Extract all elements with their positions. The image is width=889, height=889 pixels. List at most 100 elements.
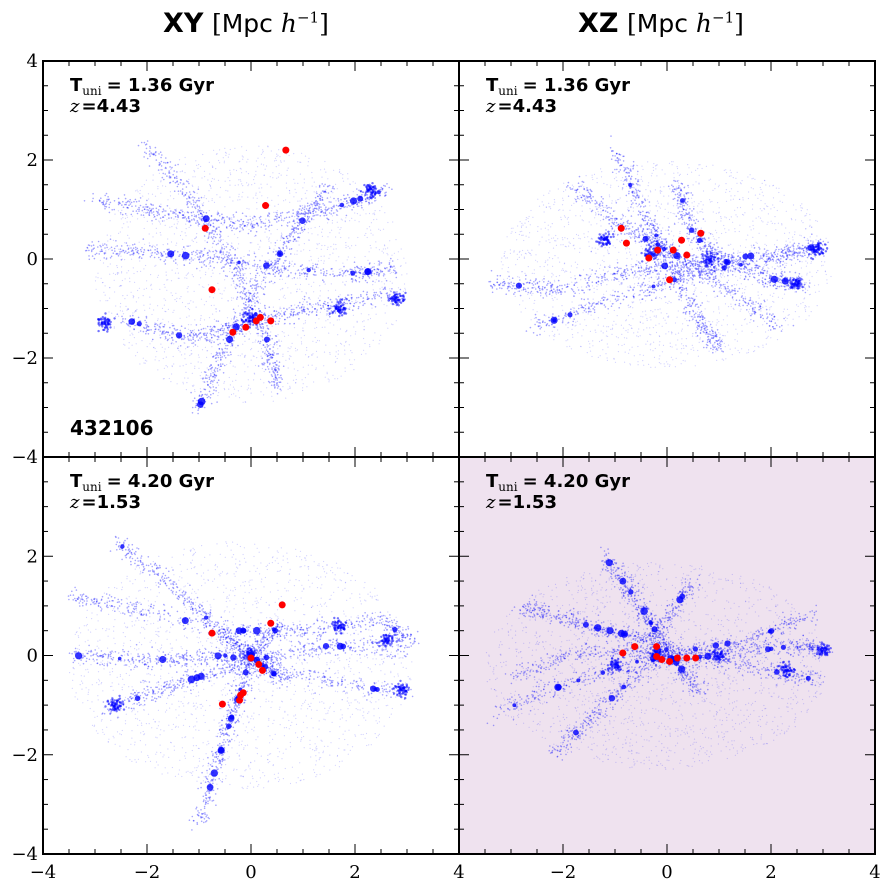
- time-label: T: [486, 75, 499, 96]
- time-value: = 1.36 Gyr: [107, 75, 215, 96]
- panel-frame: [458, 456, 876, 855]
- panel-background: [459, 457, 875, 854]
- tracked-halo-point-1: [617, 224, 625, 232]
- redshift-annotation: z =1.53: [485, 492, 557, 513]
- x-tick-label: −2: [134, 862, 161, 883]
- column-title-xy-math: h: [280, 9, 297, 38]
- y-tick-label: −2: [11, 745, 38, 766]
- tracked-halo-point-9: [267, 317, 275, 325]
- x-tick-label: 0: [661, 862, 672, 883]
- redshift-value: =1.53: [81, 492, 141, 513]
- column-title-xy-unit: Mpc: [221, 9, 273, 38]
- y-tick-label: 2: [27, 546, 38, 567]
- tracked-halo-point-5: [229, 328, 237, 336]
- y-tick-label: 0: [27, 646, 38, 667]
- time-subscript: uni: [82, 480, 101, 494]
- y-tick-label: 0: [27, 249, 38, 270]
- tracked-halo-point-1: [278, 601, 286, 609]
- time-subscript: uni: [498, 84, 517, 98]
- time-annotation: Tuni = 1.36 Gyr: [486, 75, 630, 98]
- time-subscript: uni: [498, 480, 517, 494]
- tracked-halo-point-3: [645, 254, 653, 262]
- column-title-xy: XY [Mpc h−1]: [163, 8, 329, 39]
- y-tick-label: 2: [27, 150, 38, 171]
- y-tick-label: 4: [27, 51, 38, 72]
- tracked-halo-point-2: [267, 619, 275, 627]
- tracked-halo-points: [201, 146, 290, 336]
- particle-cloud: [485, 546, 834, 770]
- redshift-value: =1.53: [497, 492, 557, 513]
- column-title-xy-bold: XY: [163, 8, 204, 39]
- tracked-halo-point-4: [208, 286, 216, 294]
- y-tick-label: −2: [11, 348, 38, 369]
- axis-tick-labels: −4 −2 0 2 4 −2 0 2 4 −4 −2 0 2 4 −4 −2 0 2: [11, 51, 880, 883]
- x-tick-label: 2: [765, 862, 776, 883]
- tracked-halo-point-8: [683, 654, 691, 662]
- redshift-label: z: [69, 492, 80, 513]
- column-title-xz-bold: XZ: [578, 8, 619, 39]
- tracked-halo-points: [208, 601, 286, 708]
- redshift-annotation: z =4.43: [485, 96, 557, 117]
- tracked-halo-point-6: [666, 657, 674, 665]
- panel-background: [459, 61, 875, 457]
- halo-id-label: 432106: [70, 416, 154, 440]
- tracked-halo-point-8: [256, 313, 264, 321]
- tracked-halo-point-6: [242, 323, 250, 331]
- column-title-xz-math: h: [695, 9, 713, 38]
- column-title-xz-unit: Mpc: [636, 9, 688, 38]
- tracked-halo-point-1: [282, 146, 290, 154]
- tracked-halo-point-7: [673, 654, 681, 662]
- column-title-xy-sup: −1: [296, 8, 320, 27]
- tracked-halo-points: [619, 643, 700, 665]
- tracked-halo-point-2: [622, 239, 630, 247]
- panel-background: [43, 61, 459, 457]
- y-tick-label: −4: [11, 844, 38, 865]
- time-value: = 4.20 Gyr: [523, 471, 631, 492]
- x-tick-label: −2: [550, 862, 577, 883]
- redshift-label: z: [69, 96, 80, 117]
- x-tick-label: 4: [453, 862, 464, 883]
- tracked-halo-point-9: [692, 654, 700, 662]
- column-title-xz: XZ [Mpc h−1]: [578, 8, 744, 39]
- redshift-value: =4.43: [497, 96, 557, 117]
- redshift-value: =4.43: [81, 96, 141, 117]
- redshift-label: z: [485, 492, 496, 513]
- tracked-halo-point-4: [653, 652, 661, 660]
- tracked-halo-point-3: [208, 629, 216, 637]
- time-annotation: Tuni = 1.36 Gyr: [70, 75, 214, 98]
- time-annotation: Tuni = 4.20 Gyr: [70, 471, 214, 494]
- y-tick-label: −4: [11, 447, 38, 468]
- tracked-halo-point-5: [658, 655, 666, 663]
- tracked-halo-point-1: [631, 643, 639, 651]
- tracked-halo-point-4: [247, 654, 255, 662]
- time-annotation: Tuni = 4.20 Gyr: [486, 471, 630, 494]
- tracked-halo-point-10: [218, 700, 226, 708]
- tracked-halo-point-3: [653, 643, 661, 651]
- tracked-halo-point-2: [619, 649, 627, 657]
- redshift-annotation: z =4.43: [69, 96, 141, 117]
- redshift-annotation: z =1.53: [69, 492, 141, 513]
- x-tick-label: 4: [869, 862, 880, 883]
- time-label: T: [486, 471, 499, 492]
- time-value: = 4.20 Gyr: [107, 471, 215, 492]
- tracked-halo-points: [617, 224, 705, 284]
- tracked-halo-point-4: [654, 246, 662, 254]
- tracked-halo-point-6: [678, 236, 686, 244]
- x-tick-label: 0: [245, 862, 256, 883]
- redshift-label: z: [485, 96, 496, 117]
- tracked-halo-point-2: [262, 202, 270, 210]
- tracked-halo-point-7: [683, 251, 691, 259]
- tracked-halo-point-8: [697, 229, 705, 237]
- particle-cloud: [83, 140, 408, 415]
- time-label: T: [70, 471, 83, 492]
- tracked-halo-point-6: [258, 666, 266, 674]
- column-title-xz-sup: −1: [712, 8, 735, 27]
- tracked-halo-point-9: [236, 696, 244, 704]
- particle-cloud: [67, 535, 420, 831]
- time-label: T: [70, 75, 83, 96]
